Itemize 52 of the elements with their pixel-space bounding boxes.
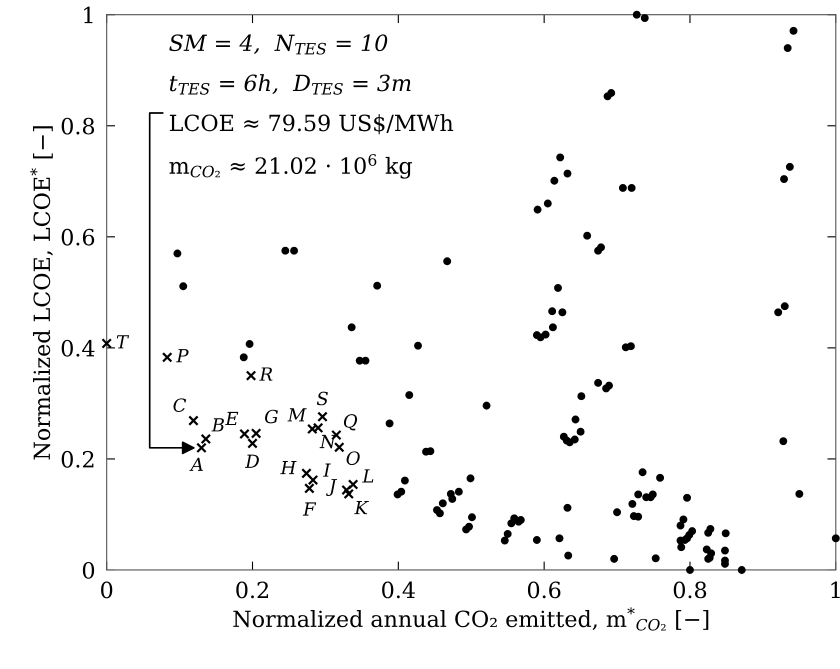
point bbox=[301, 468, 312, 479]
annotation: C bbox=[173, 398, 186, 412]
annotation: LCOE ≈ 79.59 US$/MWh bbox=[170, 114, 454, 134]
annotation: B bbox=[211, 418, 224, 432]
point bbox=[341, 484, 352, 496]
point bbox=[348, 479, 358, 490]
point bbox=[317, 411, 328, 422]
annotation: A bbox=[189, 458, 203, 471]
x-tick-label: 0.8 bbox=[674, 581, 706, 598]
annotation: F bbox=[302, 502, 316, 516]
annotation: D bbox=[244, 454, 259, 468]
point bbox=[246, 370, 256, 381]
y-tick-label: 0 bbox=[82, 562, 94, 579]
annotation: Q bbox=[344, 414, 358, 430]
annotation: L bbox=[362, 469, 374, 483]
y-tick-label: 0.4 bbox=[62, 340, 94, 357]
y-tick-label: 0.8 bbox=[62, 118, 94, 135]
annotation: I bbox=[323, 464, 331, 477]
x-axis-title: Normalized annual CO₂ emitted, m$^{*}$$_{CO₂}$ [−] bbox=[233, 607, 708, 631]
point bbox=[200, 434, 212, 444]
annotation: P bbox=[176, 349, 189, 362]
point bbox=[162, 352, 172, 363]
annotation: m$_{CO₂}$ ≈ 21.02 · 10$^{6}$ kg bbox=[169, 154, 412, 179]
x-tick-label: 0.4 bbox=[382, 581, 415, 598]
point bbox=[304, 483, 315, 494]
annotation: J bbox=[326, 479, 338, 496]
x-tick-label: 0 bbox=[101, 581, 112, 598]
y-tick-label: 0.2 bbox=[62, 450, 94, 468]
annotation: T bbox=[116, 335, 130, 348]
point bbox=[247, 438, 258, 449]
y-axis-title: Normalized LCOE, LCOE$^{*}$ [−] bbox=[30, 126, 53, 460]
point bbox=[308, 474, 318, 486]
point bbox=[334, 442, 345, 453]
annotation: H bbox=[280, 461, 297, 474]
annotation: E bbox=[225, 412, 238, 426]
x-tick-label: 0.2 bbox=[236, 581, 268, 598]
annotation: R bbox=[259, 367, 272, 381]
y-tick-label: 1 bbox=[84, 6, 92, 24]
annotation: SM = 4, N$_{TES}$ = 10 bbox=[169, 34, 388, 55]
point bbox=[196, 442, 207, 454]
point bbox=[343, 488, 354, 500]
annotation: S bbox=[316, 392, 328, 406]
x-tick-label: 0.6 bbox=[528, 581, 560, 598]
y-tick-label: 0.6 bbox=[62, 228, 94, 246]
annotation: t$_{TES}$ = 6h, D$_{TES}$ = 3m bbox=[170, 74, 411, 95]
annotation: M bbox=[287, 408, 307, 422]
annotation: O bbox=[346, 451, 360, 466]
annotation: K bbox=[354, 501, 369, 514]
point bbox=[188, 415, 199, 426]
annotation: G bbox=[265, 410, 278, 424]
x-tick-label: 1 bbox=[831, 581, 840, 598]
point bbox=[101, 338, 112, 349]
